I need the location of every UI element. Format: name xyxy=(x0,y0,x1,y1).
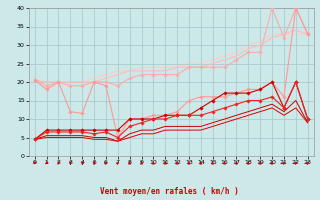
Text: Vent moyen/en rafales ( km/h ): Vent moyen/en rafales ( km/h ) xyxy=(100,187,239,196)
